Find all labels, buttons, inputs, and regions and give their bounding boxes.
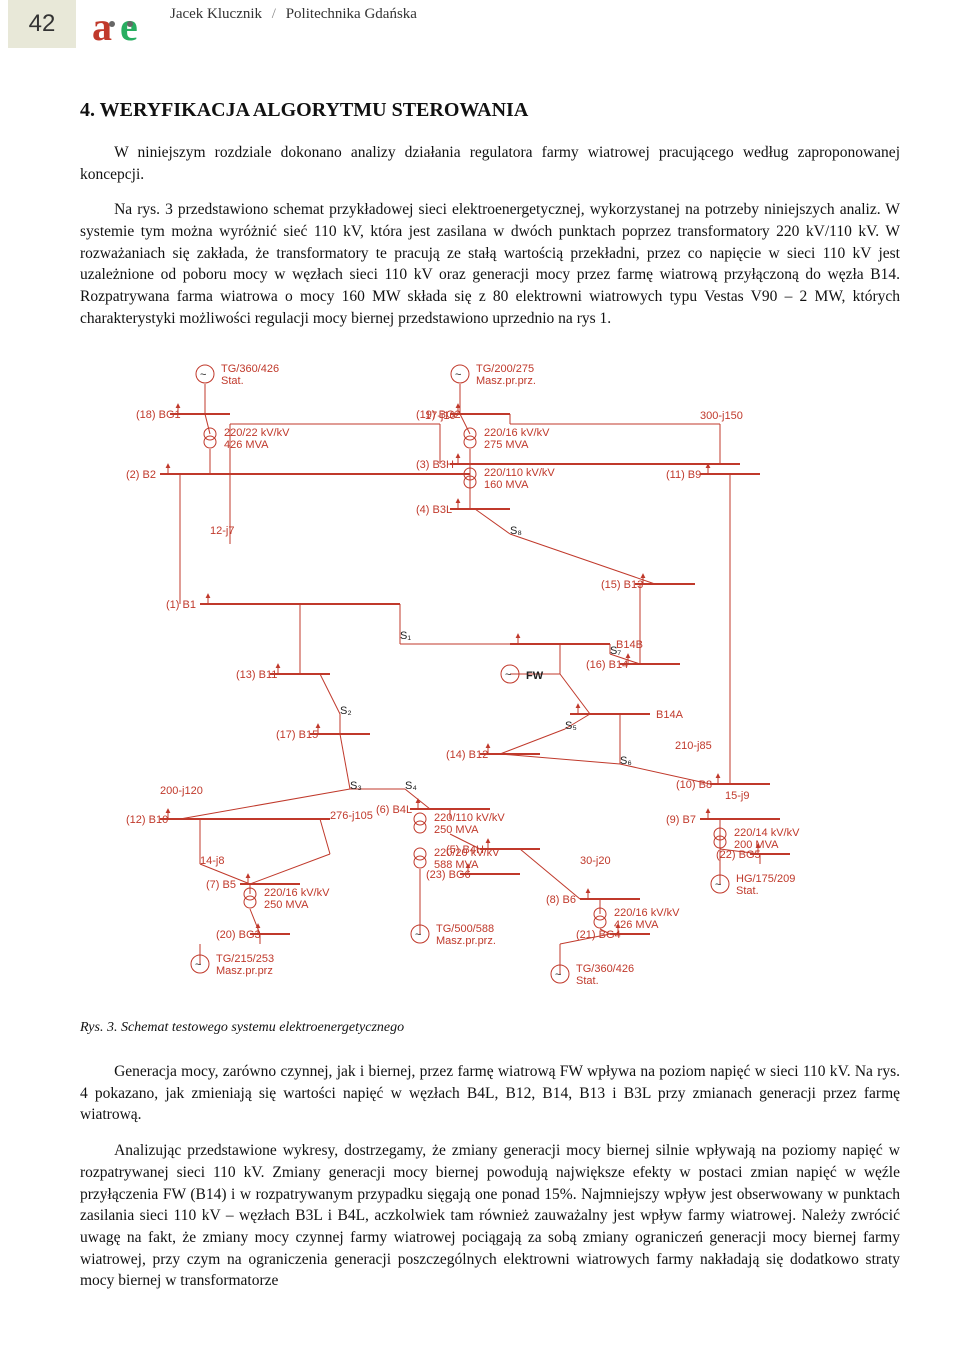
running-head: Jacek Klucznik / Politechnika Gdańska xyxy=(170,4,417,25)
svg-text:426 MVA: 426 MVA xyxy=(224,439,269,451)
svg-text:S₅: S₅ xyxy=(565,720,577,732)
svg-text:S₃: S₃ xyxy=(350,780,362,792)
section-heading: 4. WERYFIKACJA ALGORYTMU STEROWANIA xyxy=(80,96,960,124)
svg-text:(11) B9: (11) B9 xyxy=(666,469,701,481)
svg-text:~: ~ xyxy=(415,929,421,941)
paragraph-2: Na rys. 3 przedstawiono schemat przykład… xyxy=(80,199,900,329)
svg-text:(17) B15: (17) B15 xyxy=(276,729,318,741)
affiliation: Politechnika Gdańska xyxy=(286,6,417,22)
paragraph-1: W niniejszym rozdziale dokonano analizy … xyxy=(80,142,900,185)
svg-text:17-j10: 17-j10 xyxy=(425,410,456,422)
svg-text:Masz.pr.prz.: Masz.pr.prz. xyxy=(436,935,496,947)
page-header: 42 a e Jacek Klucznik / Politechnika Gda… xyxy=(0,0,960,56)
svg-text:HG/175/209: HG/175/209 xyxy=(736,873,795,885)
svg-text:S₂: S₂ xyxy=(340,705,352,717)
svg-text:14-j8: 14-j8 xyxy=(200,855,224,867)
figure-3-caption: Rys. 3. Schemat testowego systemu elektr… xyxy=(80,1018,960,1038)
svg-text:~: ~ xyxy=(195,959,201,971)
svg-text:TG/215/253: TG/215/253 xyxy=(216,953,274,965)
svg-text:TG/500/588: TG/500/588 xyxy=(436,923,494,935)
svg-text:160 MVA: 160 MVA xyxy=(484,479,529,491)
svg-text:(16) B14: (16) B14 xyxy=(586,659,628,671)
svg-text:426 MVA: 426 MVA xyxy=(614,919,659,931)
svg-text:12-j7: 12-j7 xyxy=(210,525,234,537)
svg-text:(4) B3L: (4) B3L xyxy=(416,504,452,516)
svg-text:Stat.: Stat. xyxy=(576,975,599,987)
separator: / xyxy=(266,6,282,22)
section-number: 4. xyxy=(80,99,95,121)
author-name: Jacek Klucznik xyxy=(170,6,262,22)
svg-text:(10) B8: (10) B8 xyxy=(676,779,712,791)
svg-text:S₄: S₄ xyxy=(405,780,417,792)
svg-text:275 MVA: 275 MVA xyxy=(484,439,529,451)
svg-text:B14A: B14A xyxy=(656,709,684,721)
svg-text:15-j9: 15-j9 xyxy=(725,790,749,802)
svg-text:~: ~ xyxy=(715,879,721,891)
svg-text:Masz.pr.prz.: Masz.pr.prz. xyxy=(476,375,536,387)
svg-text:220/110 kV/kV: 220/110 kV/kV xyxy=(484,467,555,479)
svg-text:(20) BG3: (20) BG3 xyxy=(216,929,261,941)
svg-text:220/14 kV/kV: 220/14 kV/kV xyxy=(734,827,800,839)
svg-text:S₁: S₁ xyxy=(400,630,411,642)
svg-text:(14) B12: (14) B12 xyxy=(446,749,488,761)
journal-logo: a e xyxy=(90,4,160,56)
svg-text:(18) BG1: (18) BG1 xyxy=(136,409,181,421)
svg-text:S₇: S₇ xyxy=(610,645,621,657)
svg-text:(15) B13: (15) B13 xyxy=(601,579,643,591)
svg-text:250 MVA: 250 MVA xyxy=(434,824,479,836)
svg-text:Masz.pr.prz: Masz.pr.prz xyxy=(216,965,273,977)
page-number: 42 xyxy=(8,0,76,48)
svg-text:220/22 kV/kV: 220/22 kV/kV xyxy=(224,427,290,439)
svg-text:~: ~ xyxy=(555,969,561,981)
svg-text:200-j120: 200-j120 xyxy=(160,785,203,797)
svg-text:(12) B10: (12) B10 xyxy=(126,814,168,826)
svg-text:(13) B11: (13) B11 xyxy=(236,669,277,681)
svg-text:TG/200/275: TG/200/275 xyxy=(476,363,534,375)
svg-text:30-j20: 30-j20 xyxy=(580,855,611,867)
svg-text:FW: FW xyxy=(526,670,544,682)
svg-text:~: ~ xyxy=(455,369,461,381)
svg-text:(2) B2: (2) B2 xyxy=(126,469,156,481)
svg-text:220/16 kV/kV: 220/16 kV/kV xyxy=(264,887,330,899)
svg-text:Stat.: Stat. xyxy=(736,885,759,897)
svg-text:~: ~ xyxy=(505,669,511,681)
svg-text:Stat.: Stat. xyxy=(221,375,244,387)
svg-text:(1) B1: (1) B1 xyxy=(166,599,196,611)
svg-text:(8) B6: (8) B6 xyxy=(546,894,576,906)
svg-text:220/20 kV/kV: 220/20 kV/kV xyxy=(434,847,500,859)
svg-text:220/16 kV/kV: 220/16 kV/kV xyxy=(614,907,680,919)
svg-text:TG/360/426: TG/360/426 xyxy=(576,963,634,975)
svg-text:(3) B3H: (3) B3H xyxy=(416,459,454,471)
section-title-text: WERYFIKACJA ALGORYTMU STEROWANIA xyxy=(100,99,529,121)
paragraph-3: Generacja mocy, zarówno czynnej, jak i b… xyxy=(80,1061,900,1126)
svg-text:210-j85: 210-j85 xyxy=(675,740,712,752)
svg-text:276-j105: 276-j105 xyxy=(330,810,373,822)
svg-text:588 MVA: 588 MVA xyxy=(434,859,479,871)
svg-text:250 MVA: 250 MVA xyxy=(264,899,309,911)
svg-text:TG/360/426: TG/360/426 xyxy=(221,363,279,375)
svg-text:300-j150: 300-j150 xyxy=(700,410,743,422)
svg-text:S₆: S₆ xyxy=(620,755,632,767)
figure-3-diagram: (18) BG1(2) B2(19) BG2(3) B3H(4) B3L(11)… xyxy=(80,344,900,1010)
paragraph-4: Analizując przedstawione wykresy, dostrz… xyxy=(80,1140,900,1292)
svg-text:~: ~ xyxy=(200,369,206,381)
svg-text:a: a xyxy=(92,4,112,49)
svg-text:(7) B5: (7) B5 xyxy=(206,879,236,891)
svg-text:S₈: S₈ xyxy=(510,525,522,537)
svg-text:(9) B7: (9) B7 xyxy=(666,814,696,826)
svg-text:220/110 kV/kV: 220/110 kV/kV xyxy=(434,812,505,824)
svg-text:200 MVA: 200 MVA xyxy=(734,839,779,851)
svg-text:(6) B4L: (6) B4L xyxy=(376,804,412,816)
svg-text:220/16 kV/kV: 220/16 kV/kV xyxy=(484,427,550,439)
